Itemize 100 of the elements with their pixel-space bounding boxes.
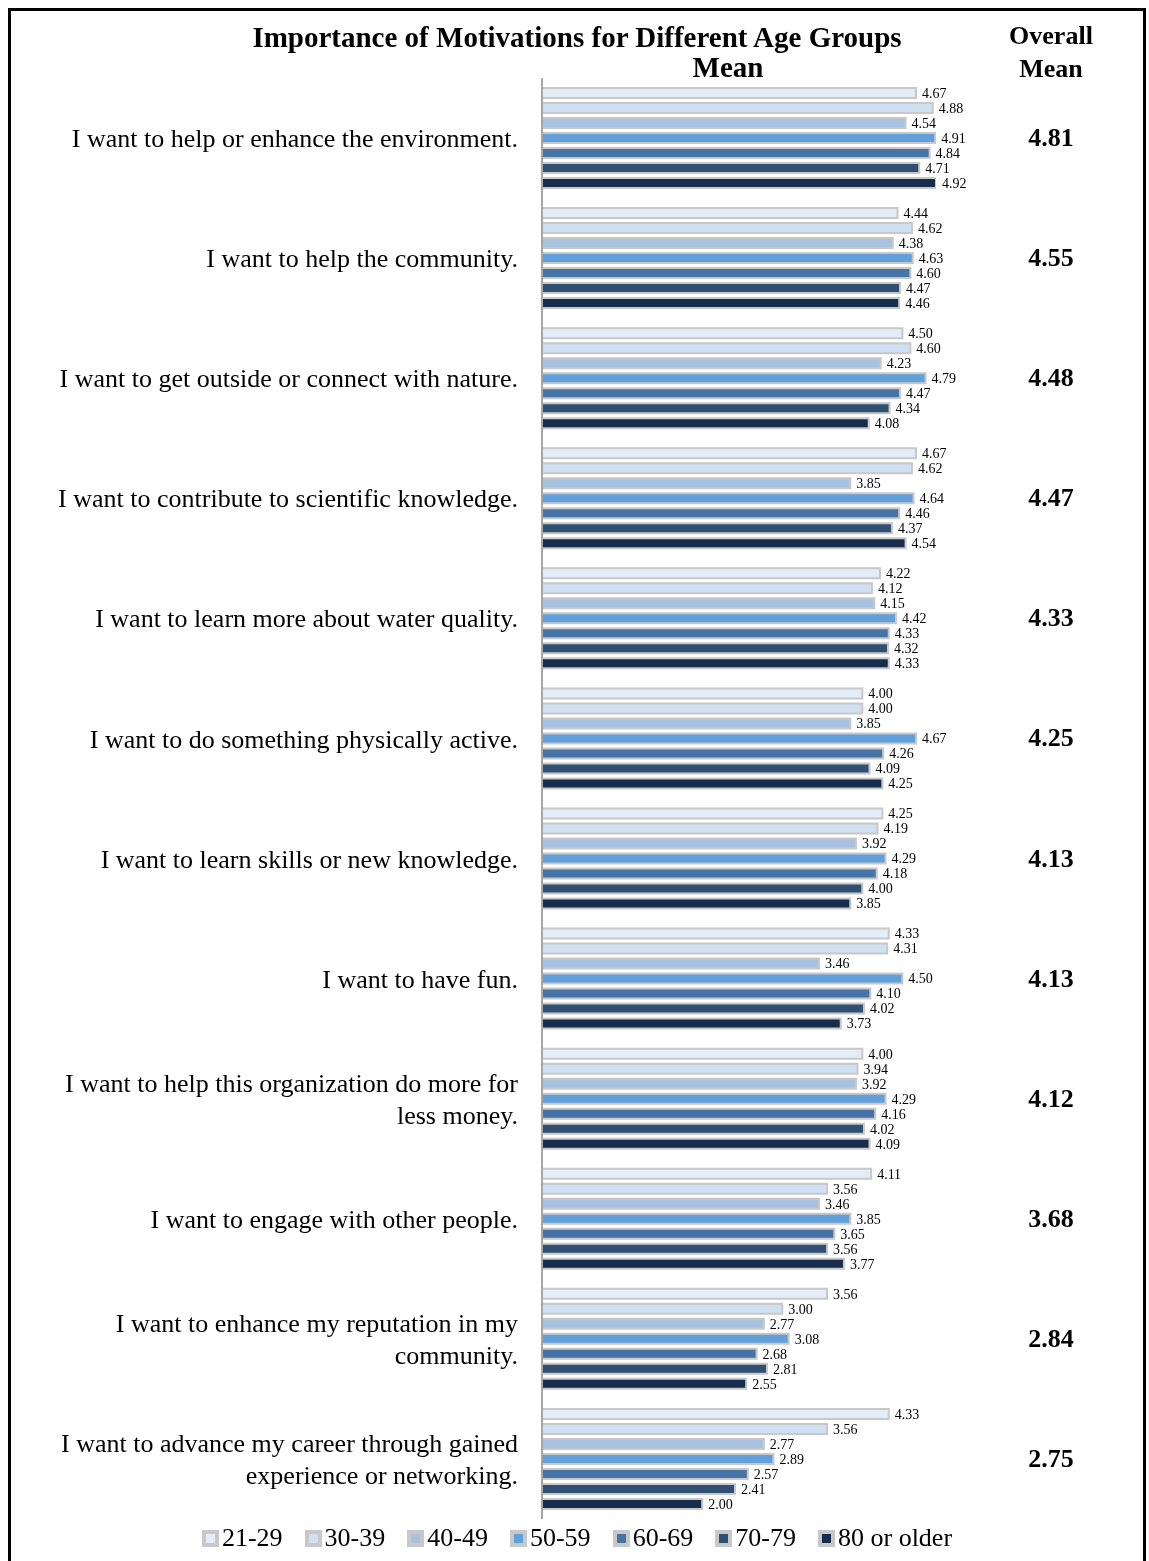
text: 4.55 <box>1027 242 1075 275</box>
text: 4.47 <box>1027 482 1075 515</box>
bar <box>542 1092 887 1105</box>
bar <box>542 492 915 505</box>
data-label: 4.23 <box>886 356 912 372</box>
bar <box>542 1332 790 1345</box>
data-label: 4.63 <box>918 250 944 266</box>
y-tick-label: I want to have fun. <box>322 964 518 994</box>
bar <box>542 657 890 670</box>
y-tick-label: I want to do something physically active. <box>89 724 518 754</box>
bar <box>542 1197 821 1210</box>
bar <box>542 687 864 700</box>
bar <box>542 1137 871 1150</box>
data-label: 2.89 <box>779 1451 804 1467</box>
bar <box>542 147 931 159</box>
text: 4.33 <box>1027 602 1075 635</box>
bar <box>542 537 907 550</box>
bar <box>542 402 891 415</box>
bar <box>542 1407 890 1420</box>
data-label: 2.41 <box>741 1481 766 1497</box>
data-label: 3.85 <box>856 896 881 912</box>
text: 4.13 <box>1027 962 1075 995</box>
bar <box>542 957 821 970</box>
data-label: 4.44 <box>903 205 929 221</box>
y-tick-label: I want to contribute to scientific knowledge. <box>58 484 518 514</box>
bar <box>542 507 901 520</box>
data-label: 3.00 <box>788 1301 813 1317</box>
data-label: 4.54 <box>911 536 937 552</box>
bar <box>542 1257 845 1270</box>
bar <box>542 1317 765 1330</box>
bar <box>542 1302 784 1315</box>
bar <box>542 1227 836 1240</box>
bar <box>542 1362 769 1375</box>
data-label: 4.02 <box>869 1001 895 1017</box>
text: 2.84 <box>1027 1322 1075 1355</box>
bar <box>542 177 936 189</box>
bar <box>542 222 913 235</box>
bar <box>542 852 887 865</box>
chart-title: Importance of Motivations for Different Age Groups <box>252 21 902 53</box>
data-label: 4.92 <box>942 175 967 191</box>
bar <box>542 987 872 1000</box>
bar <box>542 1077 857 1090</box>
bar <box>542 87 917 99</box>
bar <box>542 237 894 250</box>
data-label: 3.73 <box>846 1016 872 1032</box>
data-label: 4.60 <box>916 341 941 357</box>
bar <box>542 372 927 385</box>
data-label: 4.29 <box>891 1091 917 1107</box>
data-label: 4.18 <box>882 866 908 882</box>
data-label: 4.47 <box>905 386 931 402</box>
bar <box>542 327 904 340</box>
chart-subtitle: Mean <box>691 51 764 83</box>
bar <box>542 867 878 880</box>
data-label: 4.46 <box>905 295 930 311</box>
data-label: 4.33 <box>894 926 920 942</box>
bar <box>542 747 885 760</box>
bar <box>542 1467 749 1480</box>
data-label: 4.33 <box>894 656 920 672</box>
bar <box>542 1242 829 1255</box>
bar <box>542 267 912 280</box>
bar <box>542 252 914 265</box>
data-label: 2.81 <box>773 1361 798 1377</box>
y-tick-label: I want to help the community. <box>206 244 518 274</box>
data-label: 4.09 <box>875 761 901 777</box>
bar <box>542 282 901 295</box>
data-label: 3.92 <box>861 836 887 852</box>
bar <box>542 162 921 174</box>
bar <box>542 1167 873 1180</box>
data-label: 4.25 <box>888 776 913 792</box>
text: 3.68 <box>1027 1202 1075 1235</box>
text: 4.12 <box>1027 1082 1075 1115</box>
y-tick-label: I want to learn more about water quality. <box>95 604 518 634</box>
data-label: 4.31 <box>893 941 918 957</box>
legend-label: 60-69 <box>632 1523 694 1553</box>
data-label: 4.46 <box>905 506 930 522</box>
bar <box>542 1212 852 1225</box>
data-label: 4.33 <box>894 1406 920 1422</box>
legend-label: 21-29 <box>221 1523 283 1553</box>
data-label: 4.79 <box>931 371 957 387</box>
bar <box>542 132 936 144</box>
bar <box>542 1422 829 1435</box>
legend-label: 40-49 <box>427 1523 488 1553</box>
bar <box>542 762 871 775</box>
bar <box>542 102 934 114</box>
data-label: 4.25 <box>888 806 913 822</box>
bar <box>542 612 897 625</box>
data-label: 4.38 <box>898 235 924 251</box>
text: 2.75 <box>1027 1442 1075 1475</box>
bar <box>542 1452 775 1465</box>
data-label: 4.62 <box>917 461 943 477</box>
bar <box>542 462 913 475</box>
data-label: 2.68 <box>762 1346 788 1362</box>
bar <box>542 582 873 595</box>
y-tick-label: I want to learn skills or new knowledge. <box>100 844 518 874</box>
y-tick-label: I want to engage with other people. <box>150 1204 518 1234</box>
legend-label: 70-79 <box>735 1523 796 1553</box>
data-label: 2.00 <box>708 1496 733 1512</box>
bar <box>542 927 890 940</box>
bar <box>542 447 917 460</box>
data-label: 4.64 <box>919 491 945 507</box>
